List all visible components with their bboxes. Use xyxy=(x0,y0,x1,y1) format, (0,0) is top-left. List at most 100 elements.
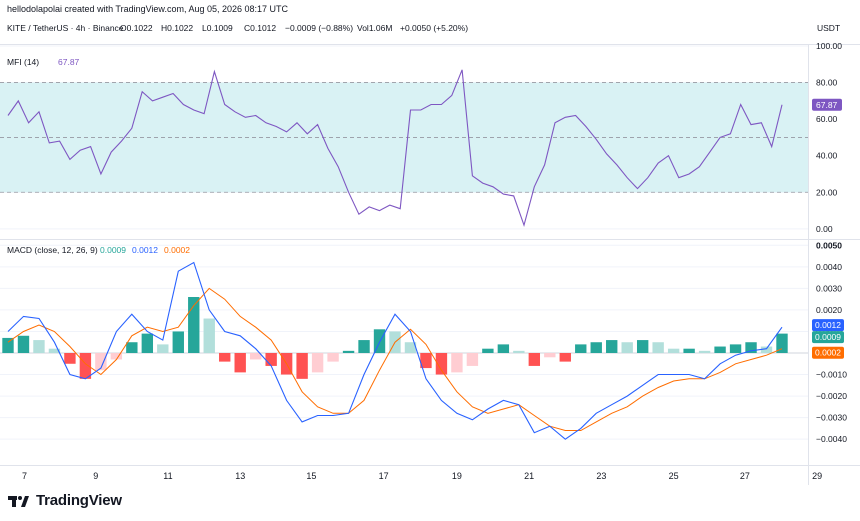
time-axis-label: 19 xyxy=(452,471,462,481)
macd-line xyxy=(7,261,783,440)
histogram-bar xyxy=(64,353,76,364)
time-axis-label: 27 xyxy=(740,471,750,481)
mfi-last-value-tag: 67.87 xyxy=(812,98,842,111)
macd-legend-signal: 0.0002 xyxy=(164,245,190,255)
macd-tick-label: 0.0050 xyxy=(816,240,842,250)
histogram-bar xyxy=(48,348,61,353)
macd-grid xyxy=(0,244,808,440)
histogram-bar xyxy=(110,353,123,360)
histogram-bar xyxy=(126,342,138,353)
histogram-bar xyxy=(667,348,680,353)
histogram-bar xyxy=(451,353,463,373)
histogram-bar xyxy=(544,353,556,358)
histogram-bar xyxy=(17,335,30,353)
time-axis-label: 29 xyxy=(812,471,822,481)
histogram-bar xyxy=(729,344,742,353)
histogram-bar xyxy=(590,342,602,353)
macd-tick-label: 0.0020 xyxy=(816,305,842,315)
histogram-bar xyxy=(342,350,355,353)
histogram-bar xyxy=(698,350,711,353)
mfi-tick-label: 100.00 xyxy=(816,41,842,51)
macd-tick-label: −0.0040 xyxy=(816,434,847,444)
tradingview-logo-icon xyxy=(8,495,29,507)
histogram-bar xyxy=(760,346,773,353)
macd-tick-label: −0.0010 xyxy=(816,370,847,380)
macd-legend-macd: 0.0012 xyxy=(132,245,158,255)
signal-last-tag-text: 0.0002 xyxy=(815,348,841,358)
histogram-bar xyxy=(482,348,494,353)
histogram-bar xyxy=(188,297,200,353)
time-axis-label: 15 xyxy=(306,471,316,481)
histogram-bar xyxy=(172,331,184,353)
macd-tick-label: 0.0030 xyxy=(816,283,842,293)
ohlc-open: O0.1022 xyxy=(120,23,153,33)
histogram-last-tag-box xyxy=(812,331,844,344)
histogram-bar xyxy=(219,353,231,362)
ohlc-close: C0.1012 xyxy=(244,23,276,33)
histogram-bar xyxy=(652,342,664,353)
time-axis-label: 9 xyxy=(93,471,98,481)
time-axis-label: 17 xyxy=(379,471,389,481)
macd-histogram xyxy=(2,297,788,379)
macd-last-tag-text: 0.0012 xyxy=(815,320,841,330)
time-axis-label: 13 xyxy=(235,471,245,481)
ohlc-low: L0.1009 xyxy=(202,23,233,33)
time-axis-label: 25 xyxy=(669,471,679,481)
histogram-bar xyxy=(249,353,262,360)
mfi-tick-label: 60.00 xyxy=(816,114,838,124)
macd-legend-histogram: 0.0009 xyxy=(100,245,126,255)
histogram-bar xyxy=(203,318,215,353)
mfi-last-value-text: 67.87 xyxy=(816,100,838,110)
signal-line xyxy=(7,287,783,431)
histogram-bar xyxy=(776,333,788,353)
mfi-line xyxy=(7,69,783,228)
volume-change: +0.0050 (+5.20%) xyxy=(400,23,468,33)
histogram-bar xyxy=(559,353,571,362)
watermark-text: TradingView xyxy=(36,492,122,509)
ohlc-change: −0.0009 (−0.88%) xyxy=(285,23,353,33)
histogram-bar xyxy=(79,353,92,379)
histogram-bar xyxy=(33,340,45,353)
mfi-legend-value: 67.87 xyxy=(58,57,80,67)
tradingview-watermark[interactable]: TradingView xyxy=(8,492,122,509)
histogram-bar xyxy=(404,342,417,353)
time-axis[interactable]: 7911131517192123252729Aug35 xyxy=(22,471,860,481)
time-axis-label: 21 xyxy=(524,471,534,481)
currency-label: USDT xyxy=(817,23,840,33)
histogram-bar xyxy=(141,333,154,353)
histogram-bar xyxy=(358,340,370,353)
histogram-bar xyxy=(683,348,695,353)
symbol-title[interactable]: KITE / TetherUS · 4h · Binance xyxy=(7,23,124,33)
histogram-bar xyxy=(714,346,726,353)
histogram-bar xyxy=(528,353,541,366)
macd-tick-label: −0.0030 xyxy=(816,413,847,423)
mfi-tick-label: 80.00 xyxy=(816,78,838,88)
time-axis-label: 23 xyxy=(596,471,606,481)
time-axis-label: 11 xyxy=(163,471,172,481)
mfi-tick-label: 0.00 xyxy=(816,224,833,234)
mfi-legend-label[interactable]: MFI (14) xyxy=(7,57,39,67)
mfi-axis-ticks: 100.00 80.00 60.00 40.00 20.00 0.00 xyxy=(816,41,842,234)
macd-pane[interactable]: 0.00500.00400.00300.00200.00100.0000−0.0… xyxy=(0,240,847,444)
macd-tick-label: 0.0040 xyxy=(816,262,842,272)
histogram-bar xyxy=(327,353,339,362)
mfi-tick-label: 40.00 xyxy=(816,151,838,161)
macd-legend-label[interactable]: MACD (close, 12, 26, 9) xyxy=(7,245,98,255)
histogram-bar xyxy=(95,353,107,371)
time-axis-label: 7 xyxy=(22,471,27,481)
histogram-bar xyxy=(265,353,277,366)
histogram-bar xyxy=(575,344,587,353)
ohlc-high: H0.1022 xyxy=(161,23,193,33)
histogram-bar xyxy=(621,342,633,353)
signal-last-tag-box xyxy=(812,346,844,359)
histogram-bar xyxy=(745,342,757,353)
histogram-bar xyxy=(420,353,432,369)
macd-last-tag-box xyxy=(812,319,844,332)
histogram-bar xyxy=(157,344,169,353)
histogram-bar xyxy=(296,353,308,379)
mfi-last-value-box xyxy=(812,98,842,111)
histogram-bar xyxy=(466,353,479,366)
histogram-bar xyxy=(435,353,448,375)
